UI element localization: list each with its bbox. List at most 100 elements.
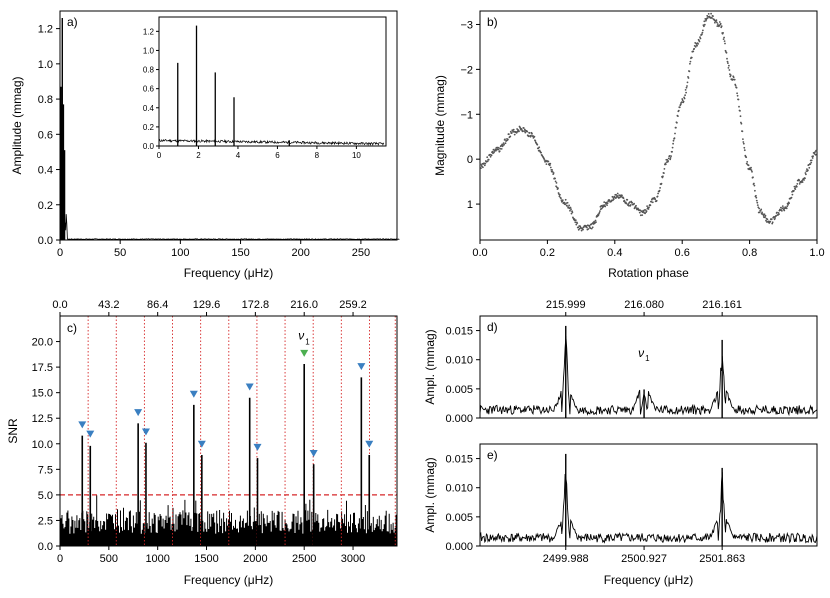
data-point <box>533 135 536 138</box>
data-point <box>715 19 718 22</box>
data-point <box>564 198 567 201</box>
inset-x-tick-label: 2 <box>196 151 201 160</box>
axes-frame <box>59 10 398 241</box>
data-point <box>726 57 728 60</box>
data-point <box>714 21 716 24</box>
data-point <box>504 138 506 141</box>
data-point <box>585 225 588 227</box>
data-point <box>633 202 635 205</box>
y-tick-label: 0.010 <box>445 483 473 495</box>
x-tick-label: 500 <box>100 553 118 565</box>
data-point <box>532 135 534 137</box>
data-point <box>716 21 718 24</box>
data-point <box>764 214 767 217</box>
data-point <box>703 25 705 28</box>
data-point <box>638 211 641 214</box>
top-x-tick-label: 216.0 <box>290 299 318 311</box>
top-x-tick-label: 215.999 <box>546 299 586 311</box>
y-tick-label: 5.0 <box>38 490 53 502</box>
data-point <box>676 121 678 124</box>
data-point <box>810 161 813 164</box>
x-tick-label: 200 <box>292 247 310 259</box>
data-point <box>701 33 703 36</box>
data-point <box>554 180 557 183</box>
inset-x-tick-label: 4 <box>236 151 241 160</box>
data-point <box>734 84 737 87</box>
peak-marker <box>86 430 95 438</box>
inset-x-tick-label: 10 <box>352 151 361 160</box>
data-point <box>528 132 531 134</box>
data-point <box>597 214 600 217</box>
data-point <box>703 20 706 23</box>
data-point <box>606 202 609 205</box>
data-point <box>803 179 805 181</box>
x-tick-label: 2499.988 <box>543 553 589 565</box>
panel-b: 0.0 0.2 0.4 0.6 0.8 1.0 −3 −2 −1 0 1 Rotation phase… <box>433 10 825 280</box>
data-point <box>680 101 683 103</box>
data-point <box>806 168 808 171</box>
data-point <box>794 188 797 191</box>
data-point <box>811 157 814 159</box>
y-tick-label: 7.5 <box>38 464 53 476</box>
phase-points <box>479 12 818 232</box>
y-tick-label: 1 <box>467 199 473 211</box>
data-point <box>679 103 682 106</box>
data-point <box>625 202 628 205</box>
data-point <box>663 168 666 170</box>
data-point <box>589 227 592 230</box>
peak-marker <box>300 349 309 357</box>
y-tick-label: 0.0 <box>38 541 53 553</box>
data-point <box>561 199 564 202</box>
data-point <box>814 153 817 156</box>
data-point <box>735 86 738 89</box>
amplitude-spectrum <box>479 335 818 417</box>
data-point <box>635 207 638 210</box>
data-point <box>793 189 795 192</box>
data-point <box>724 42 726 45</box>
data-point <box>787 203 789 206</box>
data-point <box>487 158 490 161</box>
x-tick-label: 1000 <box>145 553 169 565</box>
data-point <box>742 142 745 145</box>
peak-marker <box>189 390 198 398</box>
inset-y-tick-label: 0.0 <box>143 142 155 151</box>
data-point <box>723 36 725 39</box>
data-point <box>672 139 675 142</box>
data-point <box>698 40 701 43</box>
peak-marker <box>309 450 318 457</box>
data-point <box>635 204 637 207</box>
data-point <box>728 64 730 67</box>
data-point <box>690 56 693 59</box>
x-axis-label: Rotation phase <box>608 266 689 280</box>
data-point <box>763 213 766 216</box>
data-point <box>694 46 697 48</box>
data-point <box>526 130 529 133</box>
data-point <box>566 205 568 207</box>
y-tick-label: 2.5 <box>38 515 53 527</box>
data-point <box>776 211 778 214</box>
data-point <box>545 163 548 166</box>
data-point <box>746 161 749 163</box>
data-point <box>646 205 648 208</box>
data-point <box>742 138 744 141</box>
data-point <box>509 135 512 138</box>
data-point <box>508 133 510 136</box>
data-point <box>718 21 721 23</box>
data-point <box>603 204 606 207</box>
data-point <box>754 189 756 192</box>
amplitude-spectrum <box>479 472 818 544</box>
axes-frame <box>59 315 398 547</box>
data-point <box>677 115 679 117</box>
data-point <box>745 162 748 165</box>
data-point <box>564 203 567 206</box>
data-point <box>590 227 593 230</box>
data-point <box>512 128 515 131</box>
data-point <box>497 147 500 149</box>
x-tick-label: 250 <box>352 247 370 259</box>
x-tick-label: 50 <box>114 247 126 259</box>
y-axis-label: SNR <box>6 418 20 444</box>
data-point <box>728 69 731 71</box>
data-point <box>807 169 809 172</box>
data-point <box>752 176 754 179</box>
data-point <box>500 148 503 150</box>
